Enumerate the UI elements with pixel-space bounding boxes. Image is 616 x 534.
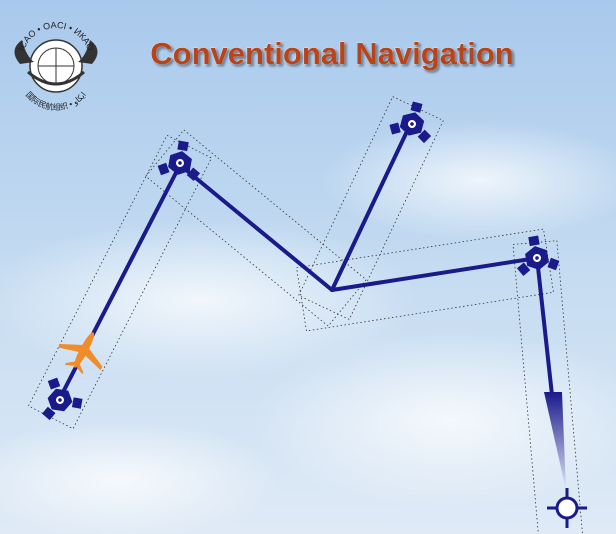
slide-title: Conventional Navigation: [150, 36, 513, 71]
slide: ICAO • OACI • ИКАО 国际民航组织 • ايكاو Conven…: [0, 0, 616, 534]
